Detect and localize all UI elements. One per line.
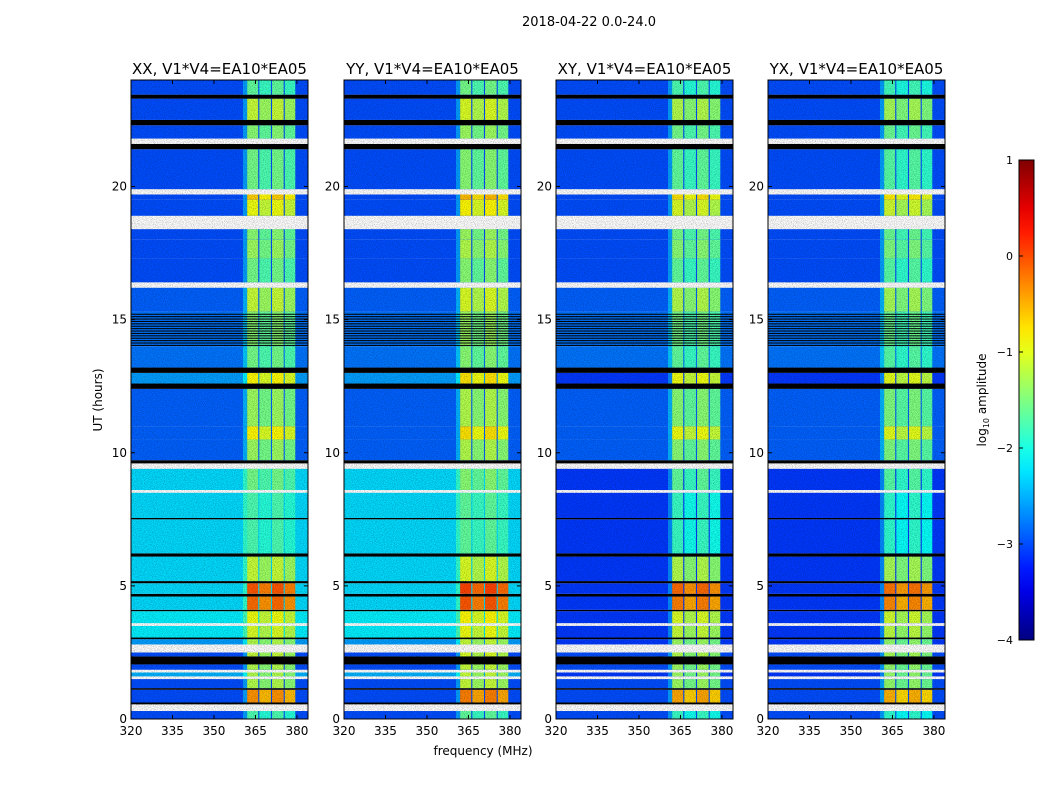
- colorbar-tick-label: −2: [997, 442, 1013, 455]
- x-tick-label: 365: [669, 724, 692, 738]
- x-tick-label: 350: [628, 724, 651, 738]
- x-tick-label: 335: [161, 724, 184, 738]
- noise-texture: [556, 80, 733, 719]
- x-tick-label: 320: [333, 724, 356, 738]
- y-tick-label: 10: [537, 446, 552, 460]
- colorbar-tick-label: −4: [997, 634, 1013, 647]
- y-tick-label: 20: [112, 180, 127, 194]
- panel-title: XY, V1*V4=EA10*EA05: [558, 60, 732, 78]
- axes-frame: [555, 79, 734, 720]
- x-tick-label: 335: [586, 724, 609, 738]
- y-tick-label: 10: [112, 446, 127, 460]
- x-tick-label: 335: [798, 724, 821, 738]
- y-tick-label: 20: [749, 180, 764, 194]
- noise-texture: [768, 80, 945, 719]
- y-tick-label: 20: [537, 180, 552, 194]
- colorbar-tick-label: −1: [997, 346, 1013, 359]
- panel-title: YY, V1*V4=EA10*EA05: [345, 60, 519, 78]
- axes-frame: [343, 79, 522, 720]
- y-tick-label: 5: [756, 579, 764, 593]
- y-tick-label: 15: [325, 313, 340, 327]
- y-tick-label: 0: [756, 712, 764, 726]
- x-tick-label: 380: [710, 724, 733, 738]
- noise-texture: [131, 80, 308, 719]
- x-tick-label: 335: [374, 724, 397, 738]
- colorbar-tick-label: 1: [1006, 154, 1013, 167]
- y-tick-label: 15: [112, 313, 127, 327]
- heatmap: [344, 80, 521, 719]
- x-tick-label: 365: [244, 724, 267, 738]
- panel-yy: YY, V1*V4=EA10*EA05 320 335 350 365 380 0 5 10 15…: [325, 60, 522, 738]
- figure-title: 2018-04-22 0.0-24.0: [522, 15, 656, 30]
- x-axis-label: frequency (MHz): [433, 744, 532, 758]
- colorbar-tick-label: −3: [997, 538, 1013, 551]
- x-tick-label: 320: [545, 724, 568, 738]
- y-tick-label: 20: [325, 180, 340, 194]
- axes-frame: [767, 79, 946, 720]
- x-tick-label: 350: [203, 724, 226, 738]
- panel-xx: XX, V1*V4=EA10*EA05 320 335 350 365 380 0 5 10 15…: [112, 60, 309, 738]
- panel-yx: YX, V1*V4=EA10*EA05 320 335 350 365 380 0 5 10 15…: [749, 60, 946, 738]
- y-axis-label: UT (hours): [91, 368, 105, 431]
- y-tick-label: 5: [119, 579, 127, 593]
- x-tick-label: 320: [757, 724, 780, 738]
- y-tick-label: 5: [544, 579, 552, 593]
- y-tick-label: 0: [544, 712, 552, 726]
- x-tick-label: 365: [881, 724, 904, 738]
- x-tick-label: 365: [457, 724, 480, 738]
- y-tick-label: 0: [332, 712, 340, 726]
- x-tick-label: 380: [285, 724, 308, 738]
- axes-frame: [130, 79, 309, 720]
- y-tick-label: 5: [332, 579, 340, 593]
- x-tick-label: 350: [416, 724, 439, 738]
- y-tick-label: 10: [325, 446, 340, 460]
- panel-xy: XY, V1*V4=EA10*EA05 320 335 350 365 380 0 5 10 15…: [537, 60, 734, 738]
- colorbar-gradient: [1018, 159, 1035, 641]
- heatmap: [768, 80, 945, 719]
- x-tick-label: 320: [120, 724, 143, 738]
- colorbar-tick-label: 0: [1006, 250, 1013, 263]
- x-tick-label: 350: [840, 724, 863, 738]
- colorbar: 1 0 −1 −2 −3 −4 log10 amplitude: [975, 154, 1035, 647]
- panel-title: XX, V1*V4=EA10*EA05: [132, 60, 307, 78]
- y-tick-label: 10: [749, 446, 764, 460]
- y-tick-label: 15: [749, 313, 764, 327]
- panel-title: YX, V1*V4=EA10*EA05: [769, 60, 944, 78]
- heatmap: [131, 80, 308, 719]
- x-tick-label: 380: [922, 724, 945, 738]
- x-tick-label: 380: [498, 724, 521, 738]
- heatmap: [556, 80, 733, 719]
- y-tick-label: 0: [119, 712, 127, 726]
- colorbar-label: log10 amplitude: [975, 354, 991, 447]
- noise-texture: [344, 80, 521, 719]
- y-tick-label: 15: [537, 313, 552, 327]
